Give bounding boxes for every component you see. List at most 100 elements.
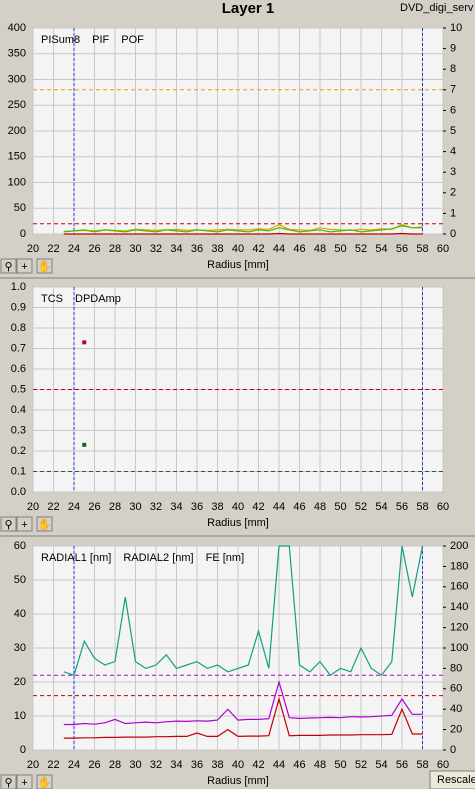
window-label: DVD_digi_serv: [400, 2, 474, 14]
y-tick-label: 0.6: [11, 363, 26, 375]
toolbar-button[interactable]: [0, 774, 17, 789]
y-tick-label: 0.2: [11, 445, 26, 457]
y-tick-label: 0.4: [11, 404, 26, 416]
x-tick-label: 32: [150, 501, 162, 513]
x-tick-label: 28: [109, 501, 121, 513]
x-tick-label: 20: [27, 501, 39, 513]
y2-tick-label: 140: [450, 601, 468, 613]
x-tick-label: 26: [88, 243, 100, 255]
x-tick-label: 26: [88, 501, 100, 513]
x-tick-label: 40: [232, 501, 244, 513]
toolbar-icon[interactable]: +: [21, 777, 27, 789]
x-tick-label: 28: [109, 759, 121, 771]
y2-tick-label: 2: [450, 187, 456, 199]
x-tick-label: 32: [150, 243, 162, 255]
x-tick-label: 48: [314, 501, 326, 513]
y-tick-label: 0.5: [11, 383, 26, 395]
series-line: [63, 545, 424, 677]
series-line: [63, 224, 423, 232]
x-tick-label: 30: [129, 759, 141, 771]
x-tick-label: 30: [129, 501, 141, 513]
x-tick-label: 50: [334, 243, 346, 255]
toolbar-button[interactable]: [16, 516, 33, 532]
x-tick-label: 54: [375, 759, 387, 771]
x-tick-label: 56: [396, 759, 408, 771]
legend-entry: TCS: [41, 293, 63, 305]
x-tick-label: 20: [27, 759, 39, 771]
toolbar-button[interactable]: [0, 258, 17, 274]
y2-tick-label: 160: [450, 581, 468, 593]
x-tick-label: 22: [47, 759, 59, 771]
y-tick-label: 150: [8, 151, 26, 163]
y-tick-label: 20: [14, 676, 26, 688]
toolbar-icon[interactable]: ✋: [38, 518, 52, 531]
y-tick-label: 0.0: [11, 486, 26, 498]
y-tick-label: 50: [14, 202, 26, 214]
rescale-label[interactable]: Rescale: [437, 774, 475, 786]
toolbar-icon[interactable]: ⚲: [4, 777, 12, 789]
y-tick-label: 0.3: [11, 424, 26, 436]
x-tick-label: 60: [437, 501, 449, 513]
toolbar-icon[interactable]: ⚲: [4, 519, 12, 531]
x-tick-label: 42: [252, 759, 264, 771]
x-axis-label: Radius [mm]: [207, 517, 269, 529]
layer-title: Layer 1: [222, 0, 275, 17]
x-axis-label: Radius [mm]: [207, 259, 269, 271]
x-tick-label: 40: [232, 243, 244, 255]
y2-tick-label: 80: [450, 662, 462, 674]
y2-tick-label: 60: [450, 683, 462, 695]
y-tick-label: 400: [8, 22, 26, 34]
y2-tick-label: 180: [450, 560, 468, 572]
y2-tick-label: 200: [450, 540, 468, 552]
toolbar-icon[interactable]: +: [21, 519, 27, 531]
x-tick-label: 52: [355, 501, 367, 513]
toolbar-button[interactable]: [16, 774, 33, 789]
legend-entry: FE [nm]: [206, 552, 245, 564]
data-point: [82, 340, 87, 345]
x-tick-label: 28: [109, 243, 121, 255]
y2-tick-label: 10: [450, 22, 462, 34]
x-tick-label: 54: [375, 501, 387, 513]
y2-tick-label: 6: [450, 104, 456, 116]
toolbar-icon[interactable]: ⚲: [4, 261, 12, 273]
toolbar-icon[interactable]: ✋: [38, 260, 52, 273]
legend-entry: DPDAmp: [75, 293, 121, 305]
x-tick-label: 56: [396, 243, 408, 255]
y-tick-label: 1.0: [11, 281, 26, 293]
x-tick-label: 58: [416, 501, 428, 513]
x-tick-label: 50: [334, 501, 346, 513]
toolbar-button[interactable]: [36, 258, 53, 274]
x-tick-label: 24: [68, 243, 80, 255]
legend-entry: RADIAL2 [nm]: [123, 552, 193, 564]
toolbar-button[interactable]: [0, 516, 17, 532]
x-tick-label: 22: [47, 243, 59, 255]
x-tick-label: 52: [355, 759, 367, 771]
series-line: [63, 232, 423, 235]
x-tick-label: 34: [170, 501, 182, 513]
toolbar-button[interactable]: [16, 258, 33, 274]
legend-entry: PIF: [92, 34, 109, 46]
legend-entry: POF: [121, 34, 144, 46]
chart-toolbar[interactable]: ⚲ + ✋: [0, 774, 53, 789]
x-tick-label: 36: [191, 243, 203, 255]
rescale-button[interactable]: Rescale: [429, 770, 475, 789]
toolbar-button[interactable]: [36, 516, 53, 532]
x-tick-label: 26: [88, 759, 100, 771]
chart-toolbar[interactable]: ⚲ + ✋: [0, 516, 53, 532]
toolbar-icon[interactable]: +: [21, 261, 27, 273]
toolbar-icon[interactable]: ✋: [38, 776, 52, 789]
x-tick-label: 40: [232, 759, 244, 771]
x-tick-label: 48: [314, 243, 326, 255]
toolbar-button[interactable]: [36, 774, 53, 789]
x-tick-label: 34: [170, 759, 182, 771]
series-line: [63, 696, 423, 739]
chart-toolbar[interactable]: ⚲ + ✋: [0, 258, 53, 274]
x-tick-label: 46: [293, 501, 305, 513]
y-tick-label: 0: [20, 228, 26, 240]
y-tick-label: 50: [14, 574, 26, 586]
y-tick-label: 0: [20, 744, 26, 756]
series-line: [63, 225, 423, 233]
x-tick-label: 60: [437, 243, 449, 255]
y2-tick-label: 5: [450, 125, 456, 137]
x-tick-label: 58: [416, 759, 428, 771]
